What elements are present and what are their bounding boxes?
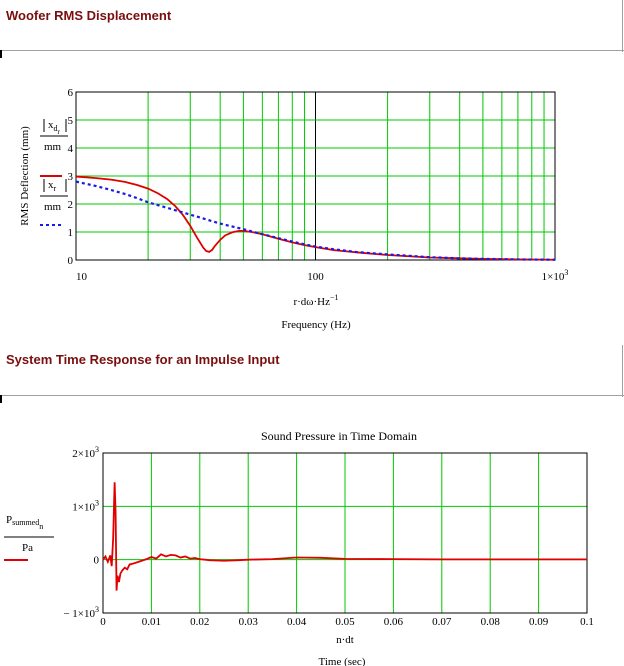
y-tick-label: 3 xyxy=(68,171,74,183)
plot-frame xyxy=(102,452,588,614)
y-tick-label: 0 xyxy=(94,555,100,567)
section-divider xyxy=(0,50,624,51)
chart-title: Sound Pressure in Time Domain xyxy=(261,429,417,443)
series-line-xd xyxy=(75,175,556,261)
rms-displacement-chart: 0 1 2 3 4 5 6 10 100 1×103 RMS Deflection (mm) xdr m… xyxy=(19,87,569,331)
series-line-xr xyxy=(75,180,556,261)
time-response-chart: Sound Pressure in Time Domain− 1×10301×1… xyxy=(4,429,594,666)
legend-denominator: Pa xyxy=(22,542,33,554)
legend-numerator: xdr xyxy=(48,119,61,136)
x-tick-label: 0.07 xyxy=(432,616,452,628)
x-tick-label: 100 xyxy=(307,271,324,283)
series-line-pressure xyxy=(102,482,587,591)
x-tick-label: 10 xyxy=(76,271,88,283)
x-axis-expression: r·dω·Hz−1 xyxy=(293,293,338,308)
legend-numerator: Psummedn xyxy=(6,514,43,531)
plot-frame xyxy=(75,91,556,261)
x-axis-expression: n·dt xyxy=(336,634,354,646)
y-tick-label: 5 xyxy=(68,115,74,127)
section-heading-rms: Woofer RMS Displacement xyxy=(6,8,172,23)
y-tick-label: − 1×103 xyxy=(63,605,99,620)
region-marker xyxy=(0,50,2,58)
x-tick-label: 0.1 xyxy=(580,616,594,628)
x-tick-label: 0.05 xyxy=(335,616,355,628)
legend-numerator: xr xyxy=(48,179,57,193)
region-border xyxy=(622,0,623,52)
x-tick-label: 0.02 xyxy=(190,616,209,628)
y-tick-label: 2 xyxy=(68,199,74,211)
section-heading-impulse: System Time Response for an Impulse Inpu… xyxy=(6,352,280,367)
region-border xyxy=(622,345,623,397)
y-tick-label: 4 xyxy=(68,143,74,155)
section-divider xyxy=(0,395,624,396)
y-tick-label: 1 xyxy=(68,227,74,239)
legend-denominator: mm xyxy=(44,141,62,153)
y-tick-label: 0 xyxy=(68,255,74,267)
legend-denominator: mm xyxy=(44,201,62,213)
y-axis-label: RMS Deflection (mm) xyxy=(19,126,31,226)
x-tick-label: 0 xyxy=(100,616,106,628)
y-tick-label: 2×103 xyxy=(72,445,99,460)
x-axis-label: Time (sec) xyxy=(319,656,366,666)
x-tick-label: 0.08 xyxy=(481,616,501,628)
x-tick-label: 1×103 xyxy=(542,268,569,283)
x-axis-label: Frequency (Hz) xyxy=(281,319,351,331)
x-tick-label: 0.03 xyxy=(239,616,259,628)
x-tick-label: 0.09 xyxy=(529,616,549,628)
x-tick-label: 0.01 xyxy=(142,616,161,628)
region-marker xyxy=(0,395,2,403)
y-tick-label: 6 xyxy=(68,87,74,99)
y-tick-label: 1×103 xyxy=(72,498,99,513)
x-tick-label: 0.04 xyxy=(287,616,307,628)
x-tick-label: 0.06 xyxy=(384,616,404,628)
